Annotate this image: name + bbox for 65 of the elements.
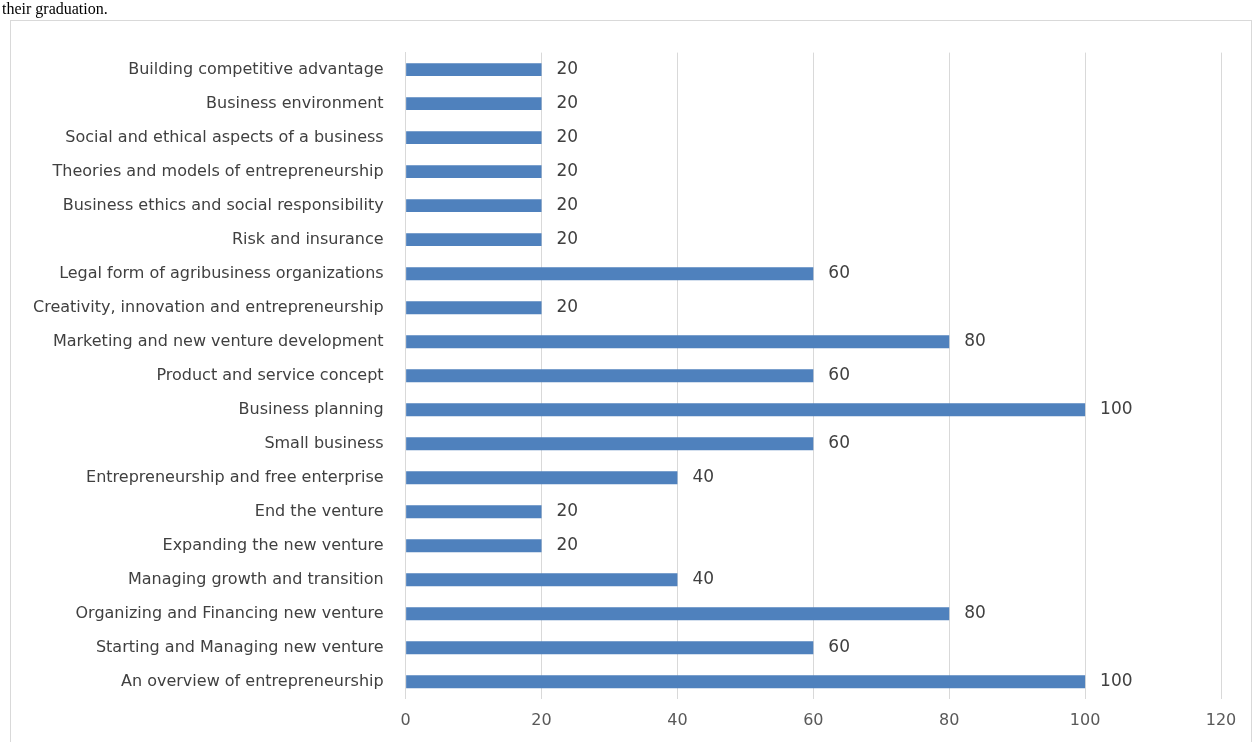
bar	[406, 675, 1086, 689]
data-label: 20	[556, 500, 579, 521]
y-tick-label: An overview of entrepreneurship	[121, 670, 384, 690]
y-tick-label: End the venture	[254, 500, 384, 520]
data-label: 60	[828, 432, 850, 453]
data-label: 20	[556, 534, 579, 555]
data-label: 60	[828, 364, 850, 385]
bar	[406, 267, 814, 281]
data-label: 80	[964, 602, 986, 623]
data-label: 20	[556, 126, 579, 147]
x-tick-label: 80	[939, 709, 960, 729]
y-tick-label: Risk and insurance	[231, 228, 384, 248]
data-label: 60	[828, 636, 850, 657]
data-label: 40	[692, 568, 715, 589]
bar	[406, 369, 814, 383]
data-label: 100	[1100, 398, 1133, 419]
text: their graduation.	[2, 0, 108, 18]
y-tick-label: Social and ethical aspects of a business	[65, 126, 384, 146]
bar	[406, 607, 950, 621]
data-label: 40	[692, 466, 715, 487]
y-tick-label: Theories and models of entrepreneurship	[51, 160, 384, 180]
bar	[406, 403, 1086, 417]
x-tick-label: 0	[400, 709, 411, 729]
y-tick-label: Product and service concept	[156, 364, 384, 384]
data-label: 20	[556, 58, 579, 79]
data-label: 20	[556, 194, 579, 215]
data-label: 20	[556, 228, 579, 249]
bar	[406, 301, 542, 315]
data-label: 20	[556, 296, 579, 317]
bar	[406, 641, 814, 655]
y-tick-label: Entrepreneurship and free enterprise	[86, 466, 384, 486]
y-tick-label: Business ethics and social responsibility	[62, 194, 384, 214]
x-tick-label: 100	[1069, 709, 1101, 729]
y-tick-label: Starting and Managing new venture	[95, 636, 384, 656]
bar	[406, 199, 542, 213]
data-label: 20	[556, 92, 579, 113]
y-tick-label: Small business	[264, 432, 384, 452]
bar	[406, 97, 542, 111]
data-label: 100	[1100, 670, 1133, 691]
bar	[406, 437, 814, 451]
bar	[406, 471, 678, 485]
data-label: 20	[556, 160, 579, 181]
x-tick-label: 20	[531, 709, 552, 729]
y-tick-label: Marketing and new venture development	[52, 330, 384, 350]
bar	[406, 131, 542, 145]
y-tick-label: Business environment	[206, 92, 384, 112]
x-tick-label: 60	[803, 709, 824, 729]
x-tick-label: 120	[1205, 709, 1237, 729]
bar	[406, 165, 542, 179]
data-label: 80	[964, 330, 986, 351]
y-tick-label: Building competitive advantage	[128, 58, 384, 78]
y-tick-label: Expanding the new venture	[162, 534, 384, 554]
bar	[406, 63, 542, 77]
y-tick-label: Creativity, innovation and entrepreneurship	[33, 296, 384, 316]
bar	[406, 539, 542, 553]
x-tick-label: 40	[667, 709, 688, 729]
bar	[406, 505, 542, 519]
bar	[406, 573, 678, 587]
data-label: 60	[828, 262, 850, 283]
bar	[406, 335, 950, 349]
y-tick-label: Legal form of agribusiness organizations	[59, 262, 384, 282]
y-tick-label: Organizing and Financing new venture	[75, 602, 384, 622]
bar	[406, 233, 542, 247]
y-tick-label: Managing growth and transition	[127, 568, 384, 588]
y-tick-label: Business planning	[238, 398, 384, 418]
